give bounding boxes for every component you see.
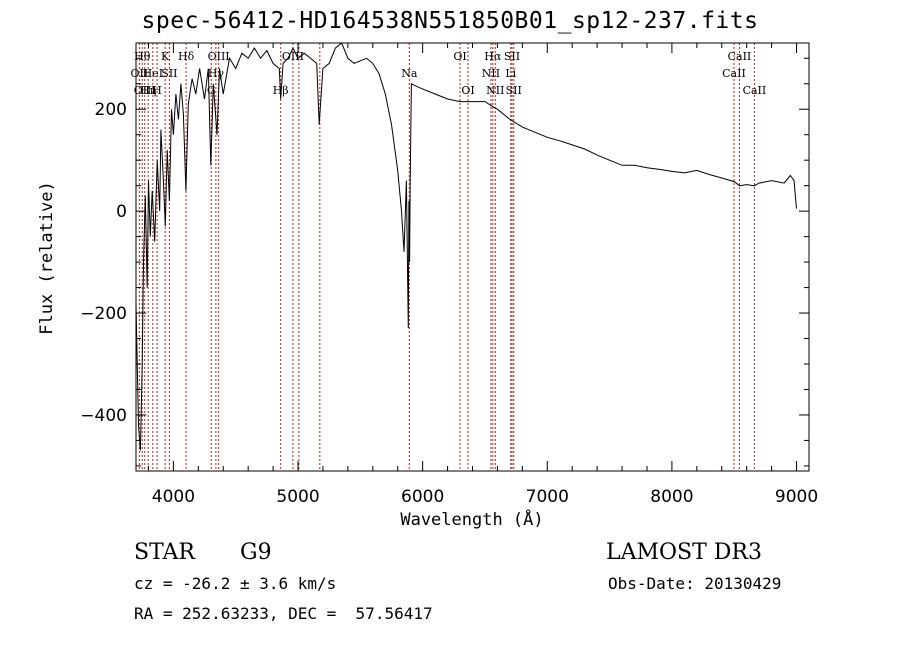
spectral-line-markers [138,43,755,471]
spectral-line-label: G [207,84,216,97]
spectral-line-label: Li [505,67,516,80]
redshift-value: cz = -26.2 ± 3.6 km/s [134,574,337,593]
y-tick-label: −400 [80,406,127,426]
object-type: STAR [134,540,195,565]
spectral-line-label: OI [453,50,466,63]
spectral-line-label: SII [506,84,522,97]
x-tick-label: 7000 [526,487,569,507]
spectral-line-label: CaII [728,50,752,63]
spectral-line-label: Na [401,67,418,80]
spectral-line-label: OIII [282,50,304,63]
x-tick-label: 8000 [650,487,693,507]
x-axis-label: Wavelength (Å) [400,510,544,530]
spectral-line-label: OIII [134,84,156,97]
x-tick-label: 4000 [152,487,195,507]
object-subclass: G9 [240,540,272,565]
x-tick-label: 6000 [401,487,444,507]
spectral-line-label: H [152,84,162,97]
spectral-line-label: Hη [140,84,156,97]
spectral-line-label: HeI [143,67,163,80]
spectral-line-label: NII [482,67,500,80]
plot-frame [135,42,810,472]
spectral-line-labels: OIIHθOIIIHηHeIHKSIIHδGHγOIIIHβOIIINaOIOI… [131,50,767,97]
spectral-line-label: OI [461,84,474,97]
y-tick-label: −200 [80,304,127,324]
spectral-line-label: SII [504,50,520,63]
survey-name: LAMOST DR3 [606,540,762,565]
coordinates: RA = 252.63233, DEC = 57.56417 [134,604,433,623]
spectral-line-label: Hδ [178,50,195,63]
spectral-line-label: CaII [743,84,767,97]
spectral-line-label: Hα [484,50,502,63]
spectral-line-label: Hγ [208,67,225,80]
chart-title: spec-56412-HD164538N551850B01_sp12-237.f… [141,8,759,34]
spectral-line-label: OIII [208,50,230,63]
x-tick-label: 9000 [775,487,818,507]
spectral-line-label: CaII [722,67,746,80]
y-axis-label: Flux (relative) [37,181,57,335]
spectral-line-label: Hθ [134,50,151,63]
spectral-line-label: K [161,50,170,63]
flux-series-line [135,42,797,451]
y-tick-label: 0 [116,202,127,222]
y-tick-label: 200 [95,100,127,120]
axis-ticks: 4000 5000 6000 7000 8000 9000 −400 −200 0 200 [80,43,818,507]
spectral-line-label: SII [161,67,177,80]
spectral-line-label: NII [486,84,504,97]
obs-date: Obs-Date: 20130429 [608,574,782,593]
x-tick-label: 5000 [276,487,319,507]
spectral-line-label: OII [131,67,149,80]
